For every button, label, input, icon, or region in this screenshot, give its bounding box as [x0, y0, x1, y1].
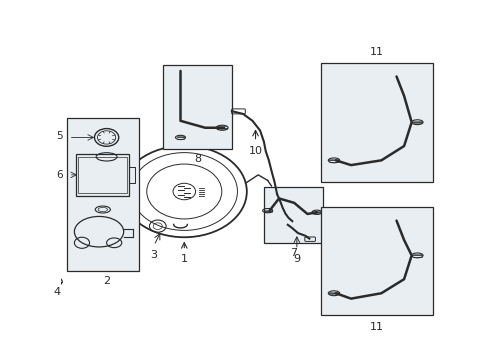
Text: 2: 2: [103, 276, 110, 286]
Text: 1: 1: [181, 254, 187, 264]
Bar: [320, 63, 432, 182]
Text: 10: 10: [248, 146, 262, 156]
Bar: [67, 118, 139, 270]
Bar: [78, 157, 127, 193]
Bar: [163, 66, 231, 149]
Bar: [320, 207, 432, 315]
Text: 9: 9: [293, 254, 300, 264]
Text: 11: 11: [369, 322, 383, 332]
Bar: [76, 154, 129, 195]
Bar: [264, 187, 322, 243]
Text: 5: 5: [56, 131, 63, 141]
Text: 7: 7: [289, 248, 296, 258]
Text: 8: 8: [194, 154, 201, 164]
Text: 4: 4: [54, 287, 61, 297]
Text: 3: 3: [150, 250, 157, 260]
Text: 6: 6: [56, 170, 63, 180]
Text: 11: 11: [369, 47, 383, 57]
